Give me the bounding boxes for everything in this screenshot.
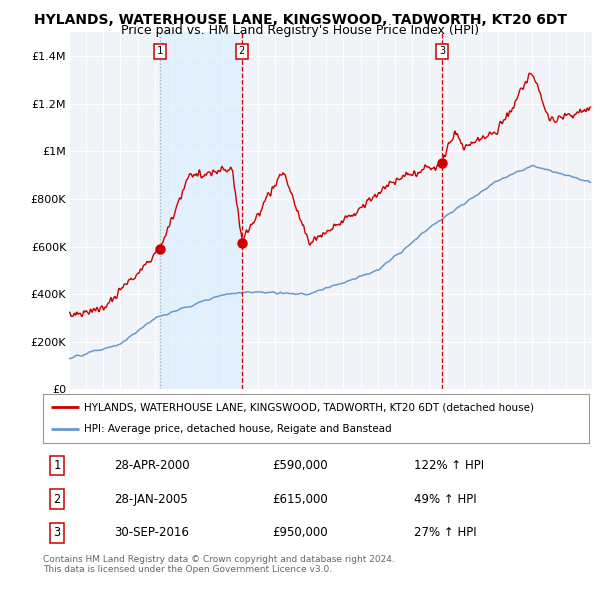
Text: 30-SEP-2016: 30-SEP-2016 — [114, 526, 189, 539]
Text: HYLANDS, WATERHOUSE LANE, KINGSWOOD, TADWORTH, KT20 6DT (detached house): HYLANDS, WATERHOUSE LANE, KINGSWOOD, TAD… — [84, 402, 534, 412]
Text: 49% ↑ HPI: 49% ↑ HPI — [415, 493, 477, 506]
Text: 3: 3 — [53, 526, 61, 539]
Text: 2: 2 — [53, 493, 61, 506]
Text: £590,000: £590,000 — [272, 459, 328, 472]
Text: Contains HM Land Registry data © Crown copyright and database right 2024.
This d: Contains HM Land Registry data © Crown c… — [43, 555, 395, 574]
Text: £615,000: £615,000 — [272, 493, 328, 506]
Text: HYLANDS, WATERHOUSE LANE, KINGSWOOD, TADWORTH, KT20 6DT: HYLANDS, WATERHOUSE LANE, KINGSWOOD, TAD… — [34, 13, 566, 27]
Text: 3: 3 — [439, 47, 445, 57]
Text: 2: 2 — [239, 47, 245, 57]
Text: 1: 1 — [53, 459, 61, 472]
Text: 1: 1 — [157, 47, 163, 57]
Text: HPI: Average price, detached house, Reigate and Banstead: HPI: Average price, detached house, Reig… — [84, 424, 392, 434]
Text: Price paid vs. HM Land Registry's House Price Index (HPI): Price paid vs. HM Land Registry's House … — [121, 24, 479, 37]
Text: 28-JAN-2005: 28-JAN-2005 — [114, 493, 188, 506]
Text: £950,000: £950,000 — [272, 526, 328, 539]
Text: 28-APR-2000: 28-APR-2000 — [114, 459, 190, 472]
Bar — [160, 32, 242, 389]
Text: 122% ↑ HPI: 122% ↑ HPI — [415, 459, 485, 472]
Text: 27% ↑ HPI: 27% ↑ HPI — [415, 526, 477, 539]
